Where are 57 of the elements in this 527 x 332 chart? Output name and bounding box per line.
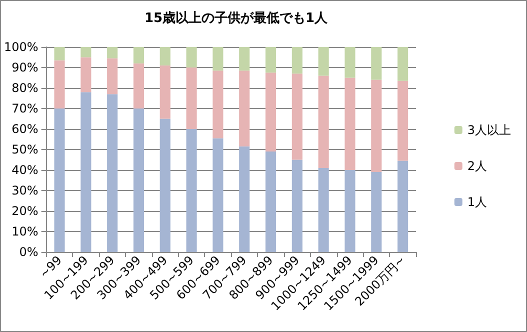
bar <box>54 108 65 252</box>
bar <box>371 172 382 252</box>
y-tick-label: 50% <box>12 142 38 156</box>
bar <box>265 72 276 152</box>
bar <box>133 63 144 108</box>
bar <box>398 80 408 161</box>
y-tick-label: 70% <box>12 102 38 116</box>
bar <box>212 138 224 252</box>
bar <box>265 47 276 73</box>
bar <box>54 60 65 108</box>
y-tick-label: 20% <box>12 204 38 218</box>
bar <box>371 47 382 80</box>
bar <box>186 47 197 68</box>
bar <box>80 57 92 92</box>
bar <box>371 80 382 172</box>
bar <box>186 129 197 252</box>
bar <box>133 108 144 252</box>
legend-label: 2人 <box>467 159 488 173</box>
bar <box>318 76 329 168</box>
y-tick-label: 10% <box>12 224 38 238</box>
bar <box>398 160 408 252</box>
bar <box>133 47 144 64</box>
y-tick-label: 0% <box>19 245 38 259</box>
y-tick-label: 60% <box>12 122 38 136</box>
bar <box>318 47 329 76</box>
legend-label: 3人以上 <box>467 123 512 137</box>
bar <box>239 70 250 146</box>
bar <box>107 47 118 58</box>
bar <box>186 68 197 129</box>
y-tick-label: 30% <box>12 184 38 198</box>
bar <box>318 168 329 252</box>
bar <box>344 170 356 252</box>
bar <box>160 47 170 66</box>
y-tick-label: 90% <box>12 60 38 74</box>
bar <box>292 74 302 160</box>
bar <box>160 118 170 252</box>
bar <box>239 47 250 71</box>
bar <box>292 47 302 74</box>
y-tick-label: 100% <box>4 40 38 54</box>
bar <box>212 70 224 138</box>
bar <box>265 152 276 252</box>
bar <box>344 47 356 78</box>
bar <box>107 94 118 252</box>
bar <box>344 78 356 170</box>
bar <box>160 65 170 119</box>
chart-title: 15歳以上の子供が最低でも1人 <box>144 11 329 26</box>
bar <box>239 146 250 252</box>
bar <box>80 92 92 252</box>
bar <box>292 160 302 252</box>
bar <box>212 47 224 71</box>
legend-label: 1人 <box>467 195 488 209</box>
bar <box>107 58 118 94</box>
bar <box>398 47 408 81</box>
bar <box>80 47 92 58</box>
y-tick-label: 40% <box>12 163 38 177</box>
bar <box>54 47 65 60</box>
y-tick-label: 80% <box>12 81 38 95</box>
